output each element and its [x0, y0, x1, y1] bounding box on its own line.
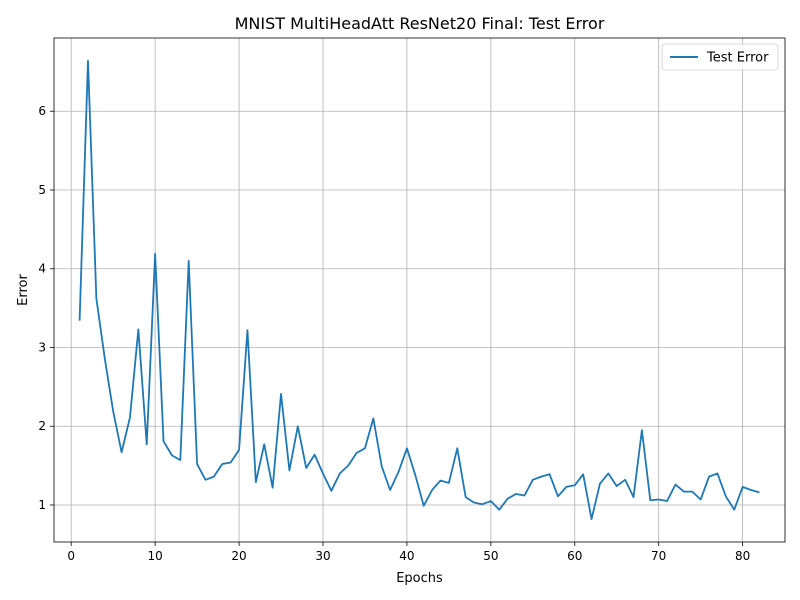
x-tick-label: 50: [483, 549, 498, 563]
y-axis-label: Error: [16, 274, 31, 306]
x-tick-label: 30: [315, 549, 330, 563]
y-tick-label: 1: [38, 498, 46, 512]
y-tick-label: 5: [38, 183, 46, 197]
legend: Test Error: [661, 43, 779, 71]
y-tick-label: 4: [38, 262, 46, 276]
y-tick-label: 6: [38, 104, 46, 118]
y-tick-label: 2: [38, 419, 46, 433]
series-layer: [78, 59, 760, 521]
legend-label-test-error: Test Error: [706, 51, 769, 66]
x-tick-label: 40: [399, 549, 414, 563]
x-tick-label: 80: [735, 549, 750, 563]
x-axis-ticks: 0 10 20 30 40 50 60 70 80: [67, 542, 750, 563]
x-tick-label: 20: [231, 549, 246, 563]
grid: [54, 38, 785, 542]
x-tick-label: 60: [567, 549, 582, 563]
x-axis-label: Epochs: [396, 571, 443, 586]
y-axis-ticks: 1 2 3 4 5 6: [38, 104, 54, 512]
x-tick-label: 10: [147, 549, 162, 563]
legend-box: [661, 43, 779, 71]
y-tick-label: 3: [38, 340, 46, 354]
x-tick-label: 0: [67, 549, 75, 563]
chart-title: MNIST MultiHeadAtt ResNet20 Final: Test …: [235, 14, 605, 33]
plot-frame: [53, 37, 786, 543]
x-tick-label: 70: [651, 549, 666, 563]
series-line-test-error: [78, 59, 760, 521]
